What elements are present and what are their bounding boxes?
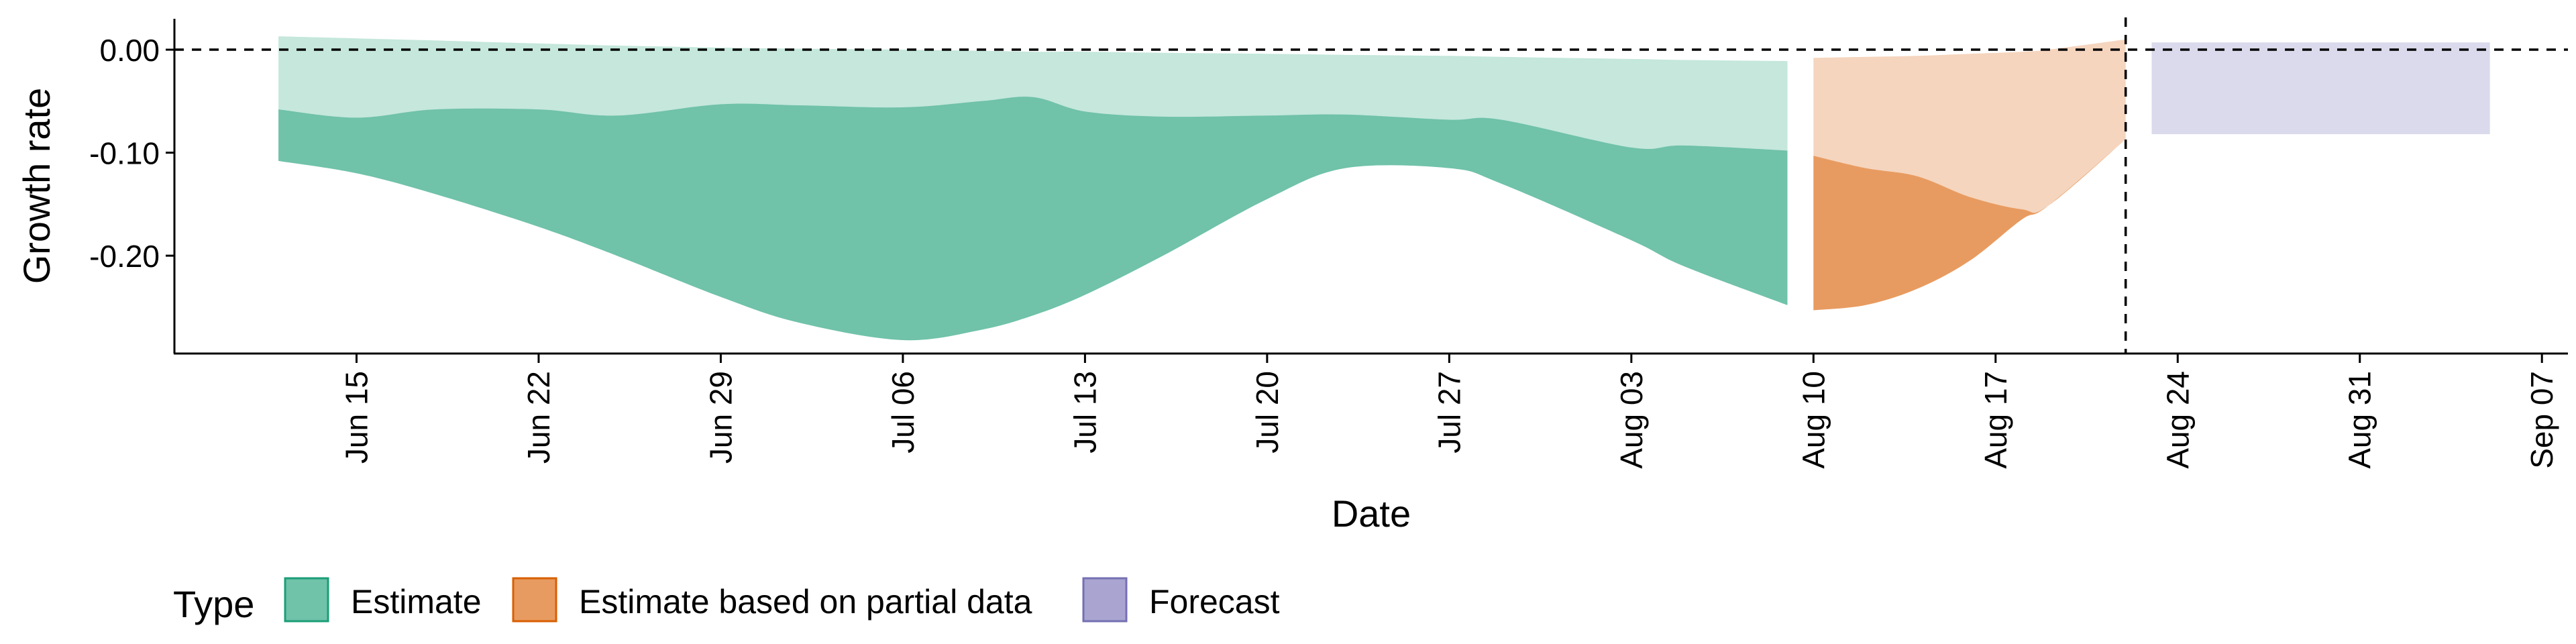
y-axis-title: Growth rate — [15, 88, 58, 284]
legend-swatch — [284, 577, 329, 623]
legend-label: Forecast — [1149, 583, 1280, 621]
y-ticks: 0.00 -0.10 -0.20 — [89, 33, 174, 274]
legend-label: Estimate based on partial data — [579, 583, 1032, 621]
estimate-inner-band — [278, 97, 1788, 341]
legend-title: Type — [173, 583, 254, 625]
legend: Type Estimate Estimate based on partial d… — [173, 577, 1280, 625]
y-tick-label: -0.10 — [89, 136, 160, 171]
axes — [173, 19, 2568, 355]
x-tick-label: Jun 22 — [521, 371, 556, 464]
x-tick-label: Jun 15 — [339, 371, 374, 464]
legend-swatch — [512, 577, 557, 623]
x-tick-label: Jun 29 — [703, 371, 738, 464]
x-ticks: Jun 15 Jun 22 Jun 29 Jul 06 Jul 13 Jul 20 Jul … — [339, 354, 2559, 469]
legend-label: Estimate — [351, 583, 482, 621]
y-tick-label: 0.00 — [99, 33, 160, 68]
area-bands — [278, 36, 2490, 341]
x-tick-label: Jul 13 — [1067, 371, 1102, 453]
x-axis-title: Date — [1332, 492, 1411, 535]
x-tick-label: Jul 27 — [1432, 371, 1466, 453]
x-tick-label: Aug 24 — [2160, 371, 2195, 469]
x-tick-label: Jul 20 — [1250, 371, 1285, 453]
legend-swatch — [1082, 577, 1128, 623]
x-tick-label: Aug 10 — [1796, 371, 1831, 469]
x-tick-label: Sep 07 — [2524, 371, 2559, 469]
x-tick-label: Aug 03 — [1614, 371, 1649, 469]
reference-lines — [174, 17, 2568, 354]
forecast-outer-band — [2151, 42, 2490, 134]
estimate-based-on-partial-data-inner-band — [1813, 139, 2126, 311]
y-tick-label: -0.20 — [89, 239, 160, 274]
x-tick-label: Aug 31 — [2343, 371, 2377, 469]
x-tick-label: Aug 17 — [1978, 371, 2013, 469]
x-tick-label: Jul 06 — [885, 371, 920, 453]
